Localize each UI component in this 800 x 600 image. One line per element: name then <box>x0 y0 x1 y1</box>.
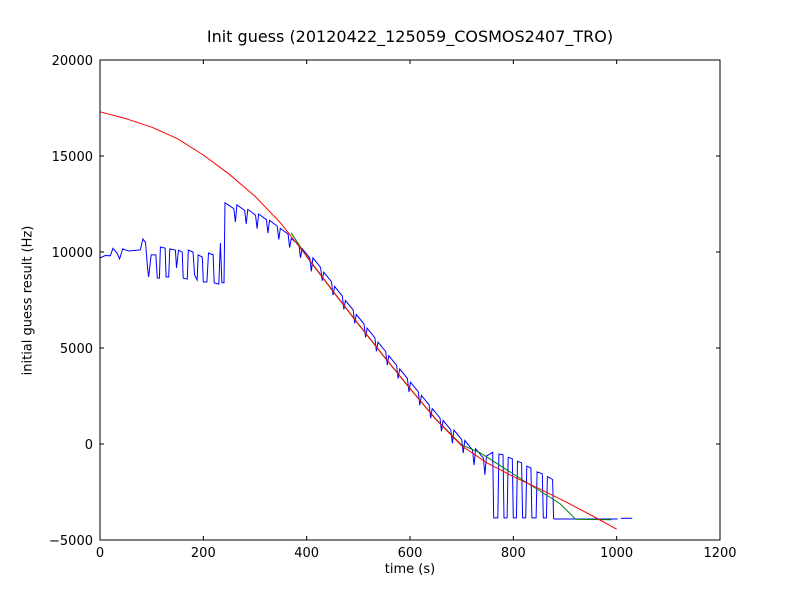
y-tick-label: 5000 <box>60 342 93 357</box>
axes-frame <box>99 59 721 541</box>
x-tick-label: 200 <box>191 546 216 561</box>
y-tick-label: 15000 <box>52 150 93 165</box>
model-fit-line <box>99 111 617 530</box>
x-tick-label: 0 <box>96 546 104 561</box>
y-tick-label: 10000 <box>52 246 93 261</box>
y-tick-label: 20000 <box>52 54 93 69</box>
x-tick-label: 400 <box>294 546 319 561</box>
smoothed-guess-line <box>290 232 612 521</box>
x-tick-label: 1200 <box>703 546 736 561</box>
initial-guess-raw-line <box>99 201 618 520</box>
figure-title: Init guess (20120422_125059_COSMOS2407_T… <box>206 27 614 46</box>
x-tick-label: 1000 <box>600 546 633 561</box>
x-tick-label: 800 <box>501 546 526 561</box>
y-tick-label: −5000 <box>49 534 93 549</box>
x-tick-label: 600 <box>398 546 423 561</box>
x-axis-label: time (s) <box>384 562 436 577</box>
y-tick-label: 0 <box>85 438 93 453</box>
